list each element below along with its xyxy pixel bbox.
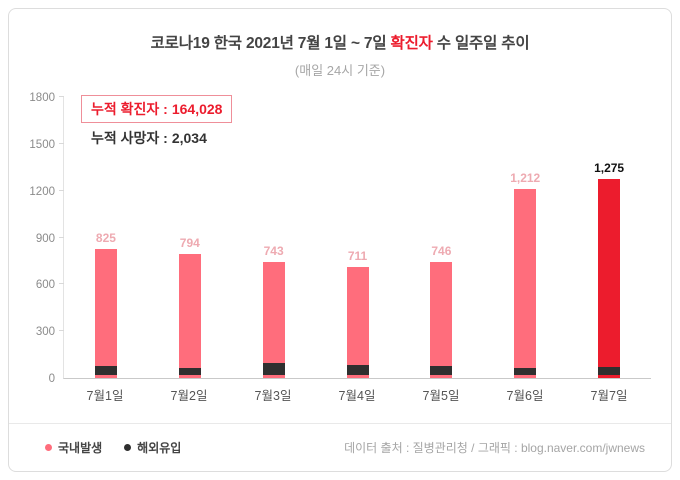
legend-label-domestic: 국내발생 <box>58 441 103 455</box>
chart-legend: 국내발생 해외유입 <box>45 439 181 456</box>
bar-imported-segment <box>598 367 621 375</box>
y-tick-mark <box>59 96 64 97</box>
bar-imported-segment <box>178 367 201 375</box>
title-highlight: 확진자 <box>390 35 433 52</box>
legend-label-imported: 해외유입 <box>137 441 182 455</box>
x-axis-label: 7월3일 <box>254 389 292 403</box>
x-axis-label: 7월5일 <box>422 389 460 403</box>
x-axis-label: 7월7일 <box>590 389 628 403</box>
cumulative-confirmed-stat: 누적 확진자 :164,028 <box>81 95 233 123</box>
summary-stats: 누적 확진자 :164,028 누적 사망자 :2,034 <box>81 95 233 148</box>
cumulative-deaths-stat: 누적 사망자 :2,034 <box>81 123 232 148</box>
y-tick-mark <box>59 330 64 332</box>
bar-imported-segment <box>430 366 453 375</box>
y-tick-label: 900 <box>35 232 55 245</box>
x-axis-label: 7월1일 <box>86 389 124 403</box>
y-tick-label: 600 <box>35 279 55 292</box>
bar-group: 1,275 <box>567 97 651 378</box>
y-tick-label: 0 <box>48 373 55 385</box>
y-tick-label: 300 <box>35 326 55 339</box>
bar-value-label: 743 <box>263 244 284 259</box>
source-credit: 데이터 출처 : 질병관리청 / 그래픽 : blog.naver.com/jw… <box>344 441 645 455</box>
page-title: 코로나19 한국 2021년 7월 1일 ~ 7일 확진자 수 일주일 추이 <box>9 31 671 53</box>
x-axis: 7월1일 7월2일 7월3일 7월4일 7월5일 7월6일 7월7일 <box>63 385 651 404</box>
bar-imported-segment <box>262 363 285 375</box>
bar-domestic <box>346 267 369 378</box>
y-tick-label: 1500 <box>29 138 55 151</box>
bar-value-label: 1,275 <box>594 160 625 175</box>
cumulative-confirmed-label: 누적 확진자 : <box>91 101 168 117</box>
bar-group: 746 <box>399 97 483 378</box>
bar-imported-segment <box>514 367 537 375</box>
footer: 국내발생 해외유입 데이터 출처 : 질병관리청 / 그래픽 : blog.na… <box>9 423 671 471</box>
y-tick-mark <box>59 236 64 238</box>
cumulative-deaths-label: 누적 사망자 : <box>91 130 168 146</box>
bar-group: 743 <box>232 97 316 378</box>
bar-domestic <box>178 254 201 378</box>
cumulative-deaths-value: 2,034 <box>171 130 207 146</box>
bar-domestic <box>262 262 285 378</box>
x-axis-label: 7월2일 <box>170 389 208 403</box>
x-axis-label: 7월6일 <box>506 389 544 403</box>
bar-value-label: 1,212 <box>510 170 541 185</box>
y-tick-label: 1800 <box>29 92 55 104</box>
bars-row: 825 794 743 711 746 1,212 1,275 <box>64 97 651 378</box>
bar-group: 1,212 <box>483 97 567 378</box>
y-tick-mark <box>59 189 64 191</box>
bar-value-label: 825 <box>95 231 116 246</box>
bar-domestic <box>430 261 453 378</box>
title-suffix: 수 일주일 추이 <box>432 35 530 52</box>
x-axis-label: 7월4일 <box>338 389 376 403</box>
bar-domestic <box>514 188 537 378</box>
bar-group: 825 <box>64 97 148 378</box>
bar-domestic <box>598 178 621 378</box>
bar-domestic <box>94 249 117 378</box>
bar-group: 711 <box>316 97 400 378</box>
bar-value-label: 794 <box>179 236 200 251</box>
page-subtitle: (매일 24시 기준) <box>294 63 386 78</box>
bar-imported-segment <box>346 364 369 375</box>
domestic-dot-icon <box>45 444 52 451</box>
bar-imported-segment <box>94 365 117 375</box>
cumulative-confirmed-value: 164,028 <box>171 101 223 117</box>
bar-value-label: 746 <box>431 243 452 258</box>
y-axis: 0 300 600 900 1200 1500 1800 <box>9 92 55 385</box>
chart-card: 코로나19 한국 2021년 7월 1일 ~ 7일 확진자 수 일주일 추이 (… <box>8 8 672 472</box>
y-tick-mark <box>59 283 64 285</box>
y-tick-mark <box>59 142 64 144</box>
legend-item-imported: 해외유입 <box>124 439 181 456</box>
imported-dot-icon <box>124 444 132 451</box>
bar-value-label: 711 <box>347 249 368 264</box>
title-prefix: 코로나19 한국 2021년 7월 1일 ~ 7일 <box>150 35 391 52</box>
bar-group: 794 <box>148 97 232 378</box>
y-tick-label: 1200 <box>29 185 55 198</box>
legend-item-domestic: 국내발생 <box>45 439 102 456</box>
plot-area: 825 794 743 711 746 1,212 1,275 <box>59 96 651 379</box>
